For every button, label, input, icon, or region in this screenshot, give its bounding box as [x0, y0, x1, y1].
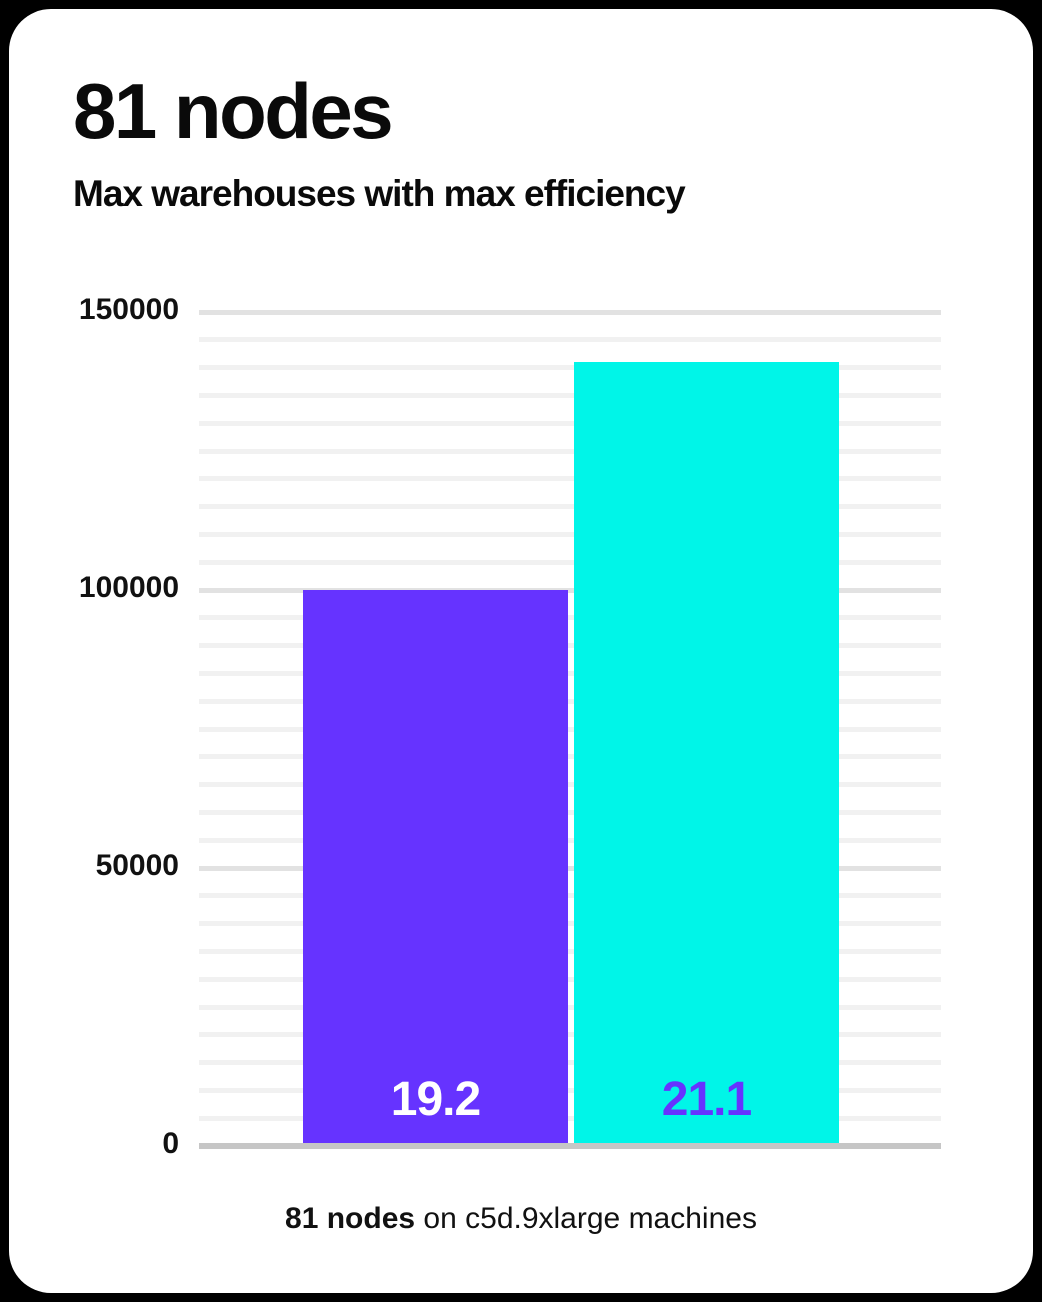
- gridline-minor: [199, 476, 941, 482]
- gridline-minor: [199, 559, 941, 565]
- y-axis-tick-label: 100000: [78, 571, 179, 604]
- gridline-major: [199, 309, 941, 315]
- bar-value-label: 19.2: [390, 1073, 481, 1126]
- y-axis-tick-label: 150000: [78, 293, 179, 326]
- gridline-minor: [199, 392, 941, 398]
- bar-value-label: 21.1: [661, 1073, 752, 1126]
- gridline-minor: [199, 448, 941, 454]
- gridline-minor: [199, 531, 941, 537]
- gridline-minor: [199, 837, 941, 843]
- gridline-major: [199, 587, 941, 593]
- plot-area: 19.2 21.1: [199, 309, 941, 1146]
- gridline-minor: [199, 670, 941, 676]
- gridline-minor: [199, 698, 941, 704]
- bar[interactable]: 21.1: [574, 362, 839, 1146]
- gridline-minor: [199, 337, 941, 343]
- gridline-minor: [199, 948, 941, 954]
- gridline-minor: [199, 504, 941, 510]
- y-axis-tick-label: 50000: [95, 849, 179, 882]
- gridline-minor: [199, 1032, 941, 1038]
- caption-rest-text: on c5d.9xlarge machines: [415, 1202, 757, 1235]
- gridline-minor: [199, 1060, 941, 1066]
- caption-strong-text: 81 nodes: [285, 1202, 416, 1235]
- gridline-major: [199, 865, 941, 871]
- gridline-minor: [199, 754, 941, 760]
- chart-subtitle: Max warehouses with max efficiency: [73, 172, 686, 214]
- chart-card: 81 nodes Max warehouses with max efficie…: [9, 9, 1033, 1293]
- bar[interactable]: 19.2: [303, 590, 568, 1146]
- y-axis-tick-label: 0: [162, 1127, 179, 1160]
- gridline-minor: [199, 809, 941, 815]
- gridline-minor: [199, 1087, 941, 1093]
- gridline-minor: [199, 1115, 941, 1121]
- gridline-minor: [199, 726, 941, 732]
- chart-title: 81 nodes: [73, 67, 394, 155]
- gridline-minor: [199, 1004, 941, 1010]
- gridline-minor: [199, 893, 941, 899]
- gridline-minor: [199, 976, 941, 982]
- gridline-minor: [199, 921, 941, 927]
- chart-caption: 81 nodes on c5d.9xlarge machines: [9, 1202, 1033, 1236]
- gridline-minor: [199, 420, 941, 426]
- gridline-minor: [199, 615, 941, 621]
- gridline-minor: [199, 365, 941, 371]
- gridline-minor: [199, 782, 941, 788]
- gridline-minor: [199, 643, 941, 649]
- x-axis-line: [199, 1143, 941, 1149]
- chart-header: 81 nodes Max warehouses with max efficie…: [73, 67, 953, 215]
